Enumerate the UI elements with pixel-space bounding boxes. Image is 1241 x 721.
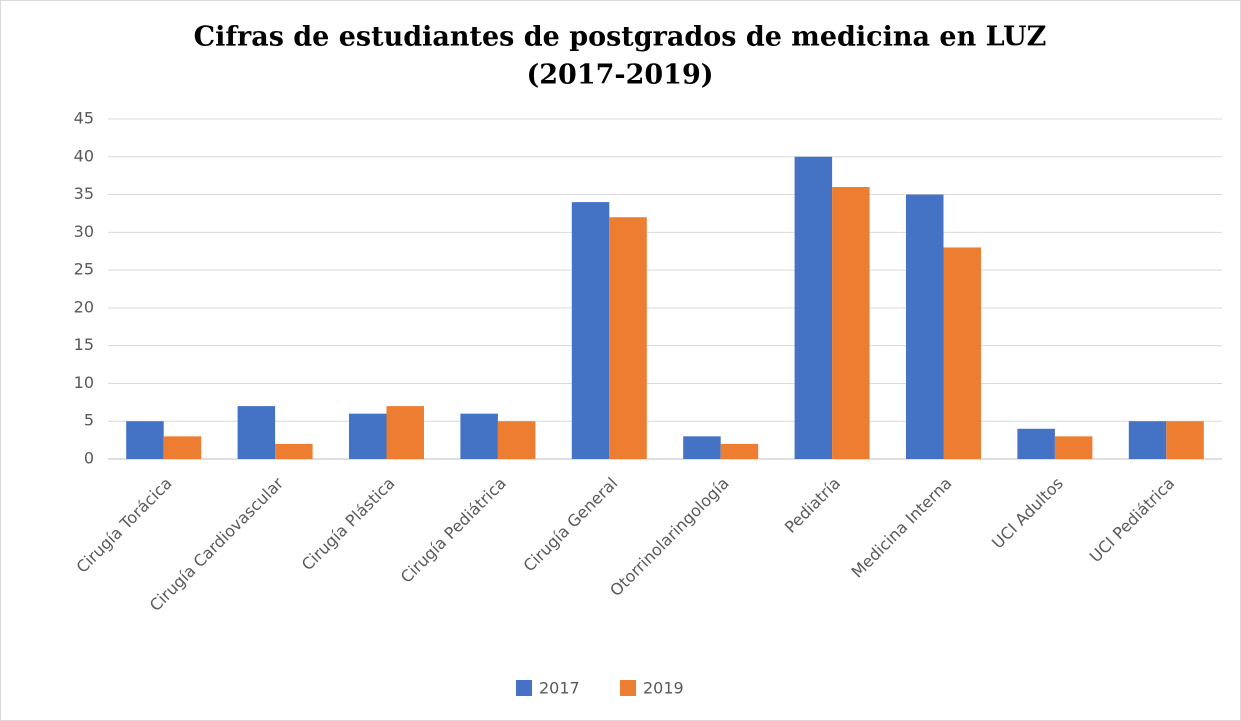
bar	[609, 217, 647, 459]
y-tick-label: 5	[84, 411, 94, 430]
bar	[1128, 421, 1167, 459]
bar	[386, 406, 424, 459]
bar	[794, 156, 833, 459]
legend-label: 2019	[643, 679, 684, 698]
chart-title: (2017-2019)	[526, 60, 713, 91]
legend-swatch	[516, 680, 532, 696]
y-tick-label: 10	[74, 373, 94, 392]
y-tick-label: 20	[74, 297, 94, 316]
bar	[832, 187, 870, 459]
bar	[571, 202, 610, 459]
chart-title: Cifras de estudiantes de postgrados de m…	[194, 22, 1047, 53]
y-tick-label: 35	[74, 184, 94, 203]
bar	[906, 194, 944, 460]
y-tick-label: 30	[74, 222, 94, 241]
bar	[1054, 436, 1093, 459]
y-tick-label: 25	[74, 260, 94, 279]
y-tick-label: 45	[74, 109, 94, 128]
bar	[497, 421, 536, 459]
bar	[460, 413, 498, 459]
y-tick-label: 40	[74, 146, 94, 165]
bar	[1017, 428, 1055, 459]
legend-swatch	[620, 680, 636, 696]
bar	[126, 421, 164, 459]
bar	[163, 436, 202, 459]
bar	[1166, 421, 1204, 459]
y-tick-label: 15	[74, 335, 94, 354]
bar	[237, 406, 276, 459]
bar	[943, 247, 981, 459]
legend-label: 2017	[539, 679, 580, 698]
bar	[720, 443, 759, 459]
bar	[683, 436, 721, 459]
y-tick-label: 0	[84, 449, 94, 468]
bar	[275, 443, 313, 459]
bar	[349, 413, 387, 459]
